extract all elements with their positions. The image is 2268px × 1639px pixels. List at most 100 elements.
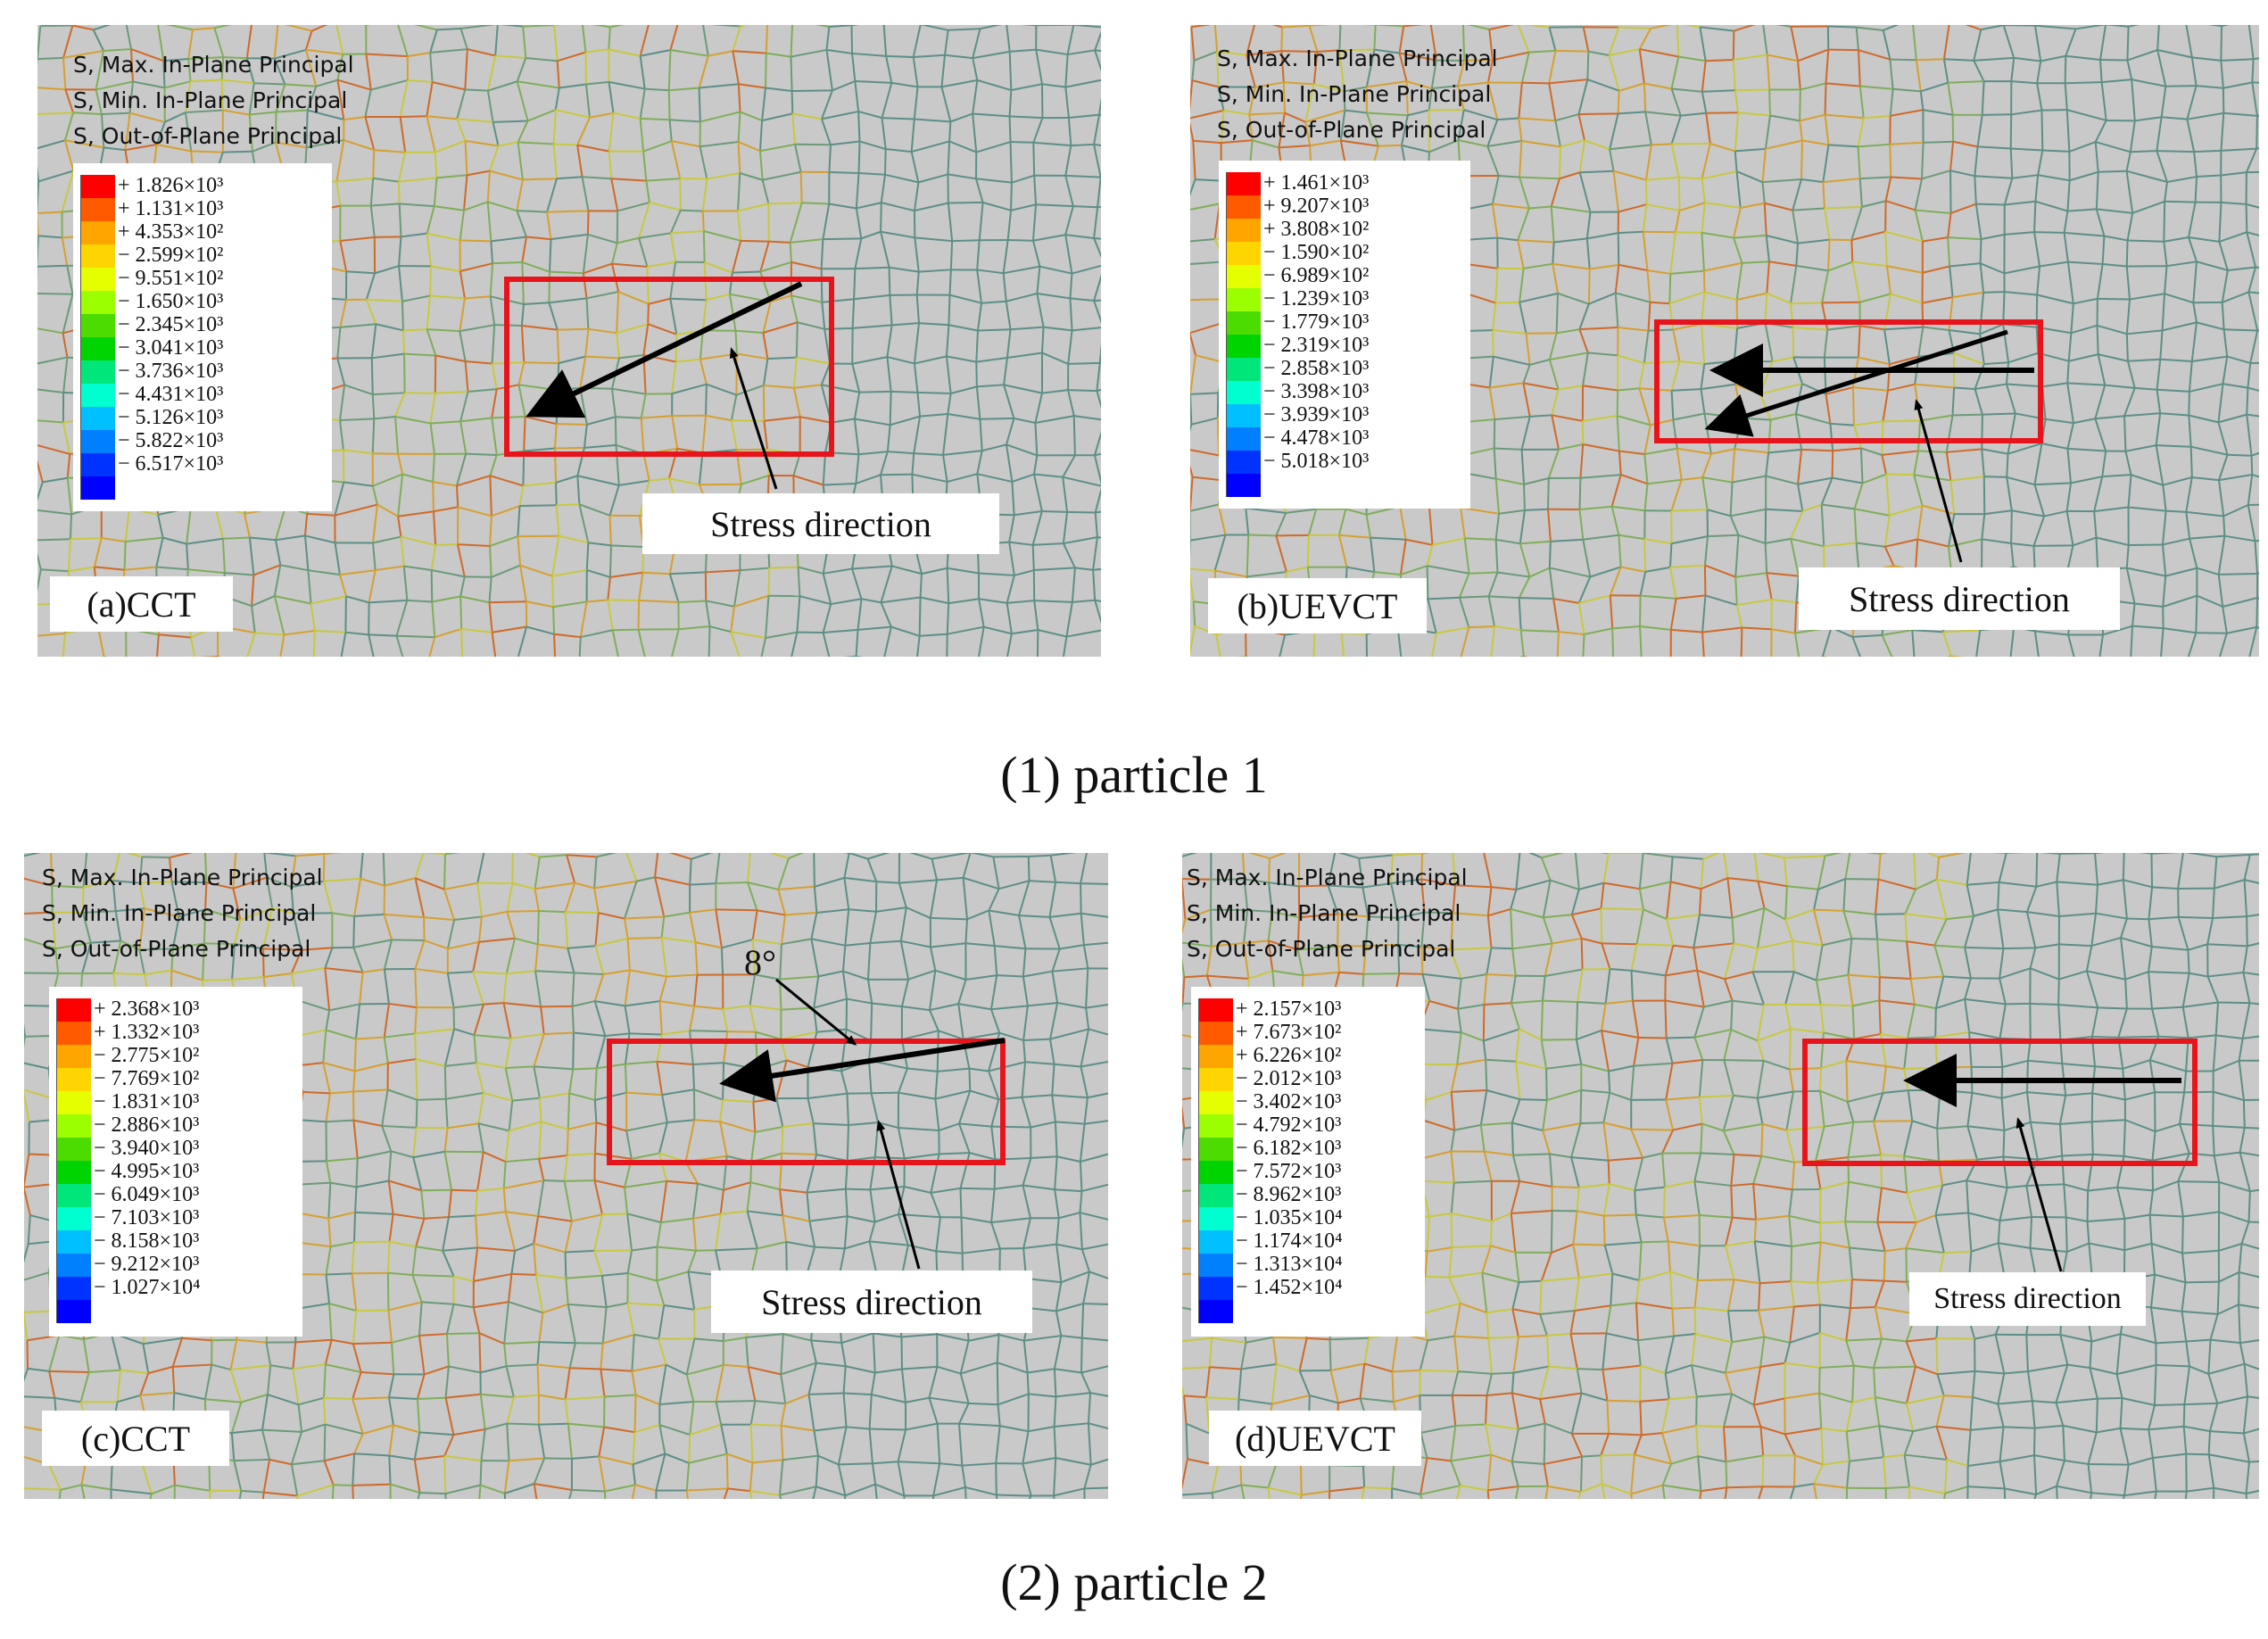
stress-arrow-a: [526, 281, 803, 418]
header-line-3: S, Out-of-Plane Principal: [42, 936, 311, 962]
legend-value: − 5.126×10³: [118, 406, 224, 429]
legend-swatch: [1198, 1022, 1233, 1045]
legend-swatch: [1198, 1091, 1233, 1114]
legend-value: − 6.989×10²: [1263, 264, 1370, 287]
caption-particle-1: (1) particle 1: [1000, 746, 1268, 804]
legend-value: − 6.517×10³: [118, 452, 224, 476]
legend-value: − 5.018×10³: [1263, 450, 1370, 473]
legend-value: + 6.226×10²: [1236, 1044, 1342, 1067]
legend-swatch: [56, 1091, 91, 1114]
legend-swatch: [1198, 1254, 1233, 1277]
pointer-arrow-b: [1914, 399, 1963, 563]
legend-value: − 9.212×10³: [94, 1253, 200, 1276]
legend-swatch: [1226, 404, 1261, 427]
legend-value: − 1.779×10³: [1263, 310, 1370, 334]
legend-swatch: [1198, 1161, 1233, 1184]
legend-swatch: [1198, 1230, 1233, 1254]
legend-swatch: [1226, 265, 1261, 288]
color-legend: + 2.368×10³ + 1.332×10³ − 2.775×10² − 7.769…: [49, 987, 302, 1337]
header-line-2: S, Min. In-Plane Principal: [1187, 900, 1461, 926]
legend-value: − 1.027×10⁴: [94, 1276, 201, 1299]
legend-value: − 9.551×10²: [118, 267, 224, 290]
legend-swatch: [1226, 358, 1261, 381]
header-line-3: S, Out-of-Plane Principal: [1187, 936, 1456, 962]
panel-label: (b)UEVCT: [1208, 578, 1427, 633]
legend-value: − 2.858×10³: [1263, 357, 1370, 380]
pointer-arrow-a: [729, 347, 778, 490]
legend-value: − 4.995×10³: [94, 1160, 200, 1183]
legend-swatch: [80, 268, 115, 291]
color-legend: + 1.826×10³ + 1.131×10³ + 4.353×10² − 2.599…: [73, 163, 332, 511]
legend-swatch: [56, 1207, 91, 1230]
legend-value: − 7.572×10³: [1236, 1160, 1342, 1183]
legend-value: − 3.939×10³: [1263, 403, 1370, 426]
legend-swatch: [56, 1045, 91, 1068]
header-line-2: S, Min. In-Plane Principal: [1217, 81, 1492, 107]
stress-direction-label: Stress direction: [1799, 567, 2120, 630]
pointer-arrow-d: [2016, 1117, 2063, 1272]
legend-swatch: [1198, 1114, 1233, 1138]
legend-swatch: [1226, 474, 1261, 497]
header-line-1: S, Max. In-Plane Principal: [1217, 46, 1498, 71]
legend-swatch: [1226, 311, 1261, 335]
legend-swatch: [80, 476, 115, 500]
legend-value: − 4.478×10³: [1263, 426, 1370, 450]
region-box-b: [1654, 319, 2043, 443]
legend-value: + 7.673×10²: [1236, 1021, 1342, 1044]
legend-value: + 9.207×10³: [1263, 195, 1370, 218]
header-line-2: S, Min. In-Plane Principal: [73, 87, 348, 113]
legend-value: − 2.599×10²: [118, 244, 224, 267]
legend-value: − 2.775×10²: [94, 1044, 200, 1067]
region-box-a: [504, 277, 834, 457]
angle-label: 8°: [744, 941, 776, 982]
legend-swatch: [56, 1022, 91, 1045]
legend-value: − 1.452×10⁴: [1236, 1276, 1343, 1299]
legend-swatch: [1226, 381, 1261, 404]
legend-swatch: [56, 1277, 91, 1300]
legend-value: − 3.940×10³: [94, 1137, 200, 1160]
legend-swatch: [56, 1300, 91, 1323]
region-box-d: [1802, 1039, 2198, 1166]
legend-swatch: [80, 360, 115, 384]
header-line-2: S, Min. In-Plane Principal: [42, 900, 317, 926]
panel-label: (c)CCT: [42, 1411, 229, 1466]
legend-swatch: [1226, 219, 1261, 242]
legend-swatch: [80, 314, 115, 337]
legend-swatch: [56, 1114, 91, 1138]
legend-value: + 2.368×10³: [94, 997, 200, 1021]
stress-arrow-b2: [1704, 329, 2008, 437]
legend-header: S, Max. In-Plane Principal S, Min. In-Pl…: [1187, 860, 1468, 967]
legend-swatch: [56, 1161, 91, 1184]
legend-value: − 1.313×10⁴: [1236, 1253, 1343, 1276]
legend-value: − 1.239×10³: [1263, 287, 1370, 310]
panel-label: (a)CCT: [50, 576, 233, 632]
legend-swatch: [80, 221, 115, 244]
legend-value: − 1.035×10⁴: [1236, 1206, 1343, 1229]
legend-value: − 4.431×10³: [118, 383, 224, 406]
legend-swatch: [1226, 451, 1261, 474]
legend-swatch: [1226, 288, 1261, 311]
legend-value: − 1.831×10³: [94, 1090, 200, 1113]
legend-value: − 7.103×10³: [94, 1206, 200, 1229]
stress-direction-label: Stress direction: [1909, 1272, 2146, 1326]
legend-value: − 8.962×10³: [1236, 1183, 1342, 1206]
stress-direction-label: Stress direction: [711, 1271, 1032, 1333]
pointer-arrow-c: [876, 1120, 921, 1270]
panel-a-cct: S, Max. In-Plane Principal S, Min. In-Pl…: [37, 25, 1101, 657]
legend-swatch: [1198, 1207, 1233, 1230]
legend-value: − 1.650×10³: [118, 290, 224, 313]
panel-label: (d)UEVCT: [1209, 1411, 1421, 1466]
legend-swatch: [1226, 335, 1261, 358]
legend-value: − 7.769×10²: [94, 1067, 200, 1090]
stress-arrow-c: [719, 1038, 1006, 1103]
legend-value: − 1.174×10⁴: [1236, 1229, 1343, 1253]
legend-swatch: [56, 1068, 91, 1091]
legend-swatch: [56, 1254, 91, 1277]
legend-value: − 3.736×10³: [118, 360, 224, 383]
legend-swatch: [1226, 242, 1261, 265]
legend-value: − 2.886×10³: [94, 1113, 200, 1137]
legend-swatch: [80, 175, 115, 198]
header-line-1: S, Max. In-Plane Principal: [1187, 865, 1468, 890]
legend-swatch: [1198, 1184, 1233, 1207]
panel-c-cct: S, Max. In-Plane Principal S, Min. In-Pl…: [24, 853, 1108, 1499]
